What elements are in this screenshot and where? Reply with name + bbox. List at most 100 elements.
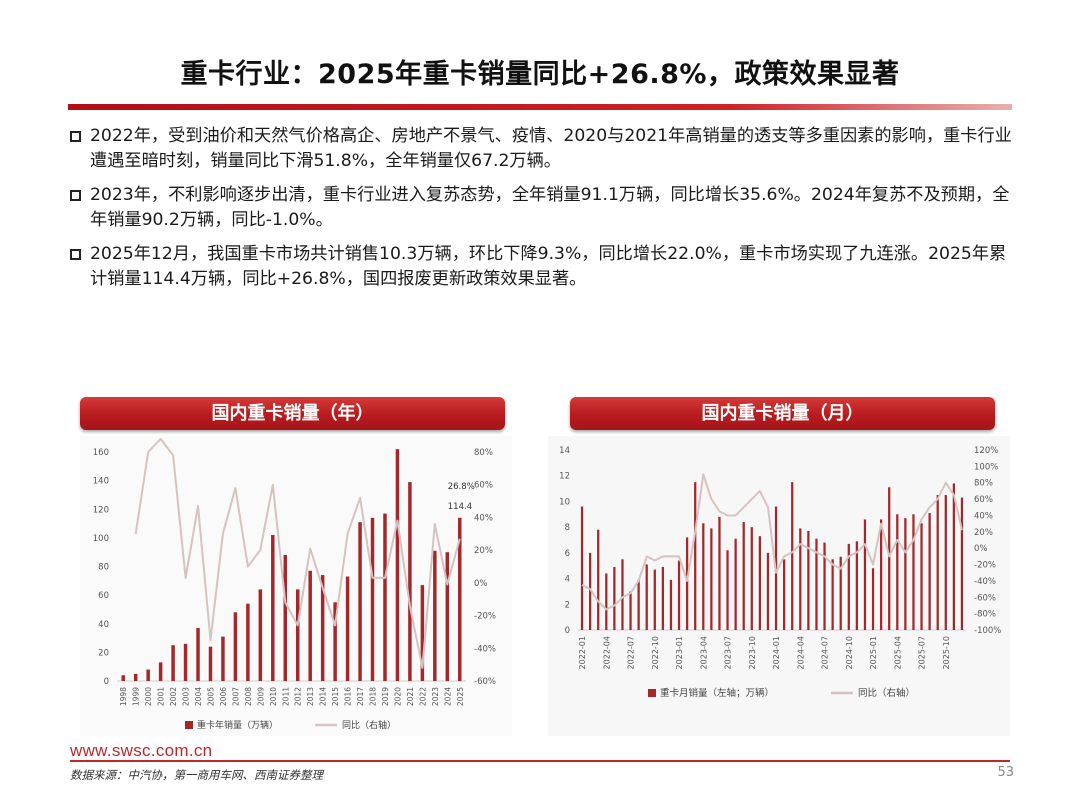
y-right-tick-label: 0%	[474, 579, 488, 589]
x-tick-label: 2025	[456, 687, 465, 706]
bar	[912, 514, 915, 630]
bar	[750, 527, 753, 630]
x-tick-label: 1998	[119, 687, 128, 706]
y-left-tick-label: 160	[93, 448, 109, 458]
page-title: 重卡行业：2025年重卡销量同比+26.8%，政策效果显著	[180, 59, 900, 90]
x-tick-label: 2022	[418, 687, 427, 706]
bullet-text: 2022年，受到油价和天然气价格高企、房地产不景气、疫情、2020与2021年高…	[90, 126, 1012, 171]
bar	[669, 579, 673, 630]
x-tick-label: 2024	[443, 687, 452, 706]
bar	[637, 579, 640, 630]
bullet-list: 2022年，受到油价和天然气价格高企、房地产不景气、疫情、2020与2021年高…	[70, 124, 1020, 301]
bullet-item: 2023年，不利影响逐步出清，重卡行业进入复苏态势，全年销量91.1万辆，同比增…	[70, 183, 1020, 233]
x-tick-label: 2011	[281, 687, 290, 706]
x-tick-label: 2021	[406, 687, 415, 706]
bar	[766, 552, 770, 630]
x-tick-label: 2015	[331, 687, 340, 706]
x-tick-label: 2003	[182, 687, 191, 706]
bar	[944, 495, 947, 630]
y-right-tick-label: -40%	[974, 577, 996, 587]
x-tick-label: 2005	[206, 687, 215, 706]
annual-chart-panel: 0 20 40 60 80 100 120 140 160 -60% -40% -20% 0% 20% 40…	[80, 436, 512, 736]
bar	[661, 567, 665, 630]
y-right-tick-label: -20%	[974, 561, 996, 571]
bar	[158, 662, 163, 681]
legend-bar-swatch	[185, 721, 193, 729]
x-tick-label: 2023-10	[748, 636, 757, 669]
x-tick-label: 2025-01	[869, 636, 878, 669]
footer-rule	[70, 760, 1010, 762]
y-left-tick-label: 20	[98, 648, 109, 658]
page-number: 53	[997, 765, 1014, 780]
legend-line-label: 同比（右轴）	[858, 687, 915, 699]
bar	[799, 528, 802, 630]
x-tick-label: 2022-07	[627, 636, 636, 669]
bar	[196, 628, 200, 681]
bar	[258, 589, 263, 681]
y-right-tick-label: 20%	[474, 546, 493, 556]
x-tick-label: 2000	[144, 687, 153, 706]
bar	[271, 535, 275, 681]
bar	[295, 589, 300, 681]
y-right-tick-label: 120%	[974, 446, 998, 456]
y-right-tick-label: -100%	[974, 626, 1001, 636]
bar	[580, 506, 584, 630]
bar	[791, 482, 794, 630]
bar	[208, 646, 213, 681]
x-tick-label: 2009	[256, 687, 265, 706]
x-tick-label: 2022-01	[578, 636, 587, 669]
bar	[183, 643, 188, 681]
y-left-tick-label: 4	[565, 575, 570, 585]
bar	[726, 550, 729, 630]
y-right-tick-label: 20%	[974, 528, 993, 538]
bar	[920, 523, 923, 630]
bar	[863, 519, 867, 630]
bar	[960, 497, 964, 630]
bar	[694, 482, 697, 630]
footer-url: www.swsc.com.cn	[70, 741, 213, 760]
y-left-tick-label: 10	[559, 497, 570, 507]
y-right-tick-label: -80%	[974, 610, 996, 620]
x-tick-label: 2025-10	[942, 636, 951, 669]
x-tick-label: 2006	[219, 687, 228, 706]
bar	[896, 514, 899, 630]
bar	[333, 602, 337, 681]
bar	[445, 552, 450, 681]
bar	[613, 567, 616, 630]
x-tick-label: 2007	[231, 687, 240, 706]
bar	[839, 556, 842, 630]
square-bullet-icon	[70, 249, 81, 260]
bar	[807, 531, 810, 630]
y-left-tick-label: 140	[93, 477, 109, 487]
bar	[823, 542, 826, 630]
x-tick-label: 2002	[169, 687, 178, 706]
bar	[831, 559, 834, 630]
x-tick-label: 2022-04	[602, 636, 611, 669]
x-tick-label: 1999	[132, 687, 141, 706]
bar	[879, 519, 883, 630]
x-tick-label: 2012	[294, 687, 303, 706]
bar	[653, 569, 656, 630]
bar	[815, 538, 818, 630]
y-left-tick-label: 120	[93, 505, 109, 515]
y-right-tick-label: 80%	[974, 479, 993, 489]
bullet-text: 2025年12月，我国重卡市场共计销售10.3万辆，环比下降9.3%，同比增长2…	[90, 244, 1007, 289]
y-right-tick-label: 60%	[474, 481, 493, 491]
legend-bar-label: 重卡年销量（万辆）	[197, 719, 278, 731]
y-right-tick-label: 40%	[474, 513, 493, 523]
bullet-text: 2023年，不利影响逐步出清，重卡行业进入复苏态势，全年销量91.1万辆，同比增…	[90, 185, 1010, 230]
bar	[308, 570, 312, 681]
yoy-line	[581, 473, 963, 611]
monthly-sales-chart: 0 2 4 6 8 10 12 14 -100% -80% -60% -40% -20% 0% 20% 40%…	[559, 446, 1001, 699]
bar	[358, 522, 362, 681]
x-tick-label: 2025-04	[893, 636, 902, 669]
y-right-tick-label: -60%	[974, 593, 996, 603]
x-tick-label: 2013	[306, 687, 315, 706]
y-left-tick-label: 6	[565, 549, 570, 559]
bar	[588, 552, 592, 630]
bar	[685, 537, 689, 630]
bar	[888, 487, 891, 630]
annual-chart-title: 国内重卡销量（年）	[80, 397, 505, 430]
x-tick-label: 2001	[157, 687, 166, 706]
monthly-chart-title: 国内重卡销量（月）	[570, 397, 995, 430]
